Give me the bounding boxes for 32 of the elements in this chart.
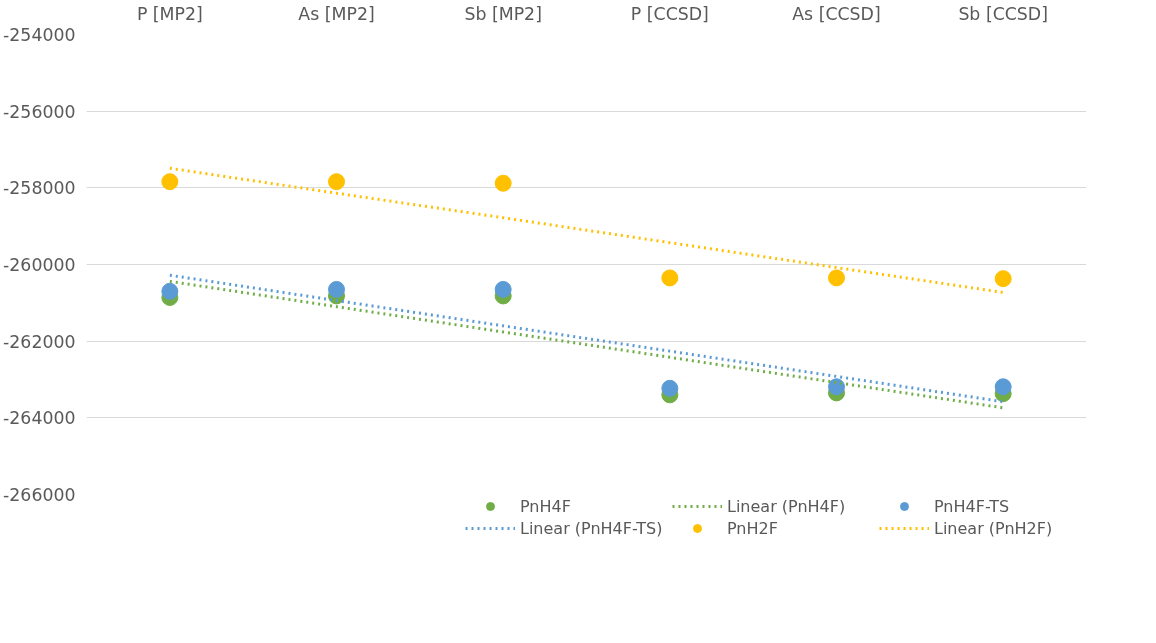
x-tick-label: As [MP2] [298, 3, 375, 24]
x-tick-label: Sb [MP2] [464, 3, 542, 24]
y-tick-label: -256000 [3, 101, 76, 122]
point [828, 378, 845, 396]
line-series [168, 166, 1005, 294]
point [161, 282, 179, 300]
point [161, 173, 179, 191]
x-tick-label: Sb [CCSD] [958, 3, 1048, 24]
y-tick-label: -258000 [3, 178, 76, 199]
point [661, 269, 679, 287]
legend-label: PnH2F [727, 518, 779, 538]
point [994, 270, 1012, 288]
point [328, 280, 345, 298]
legend-label: PnH4F [520, 496, 572, 516]
legend-label: Linear (PnH4F) [727, 496, 847, 516]
legend-label: Linear (PnH4F-TS) [520, 518, 664, 538]
point [828, 269, 845, 287]
point [328, 173, 345, 191]
legend-label: Linear (PnH2F) [934, 518, 1054, 538]
y-tick-label: -262000 [3, 331, 76, 352]
y-tick-label: -266000 [3, 485, 76, 505]
x-tick-label: P [MP2] [136, 3, 203, 24]
point [494, 280, 512, 298]
point [494, 174, 512, 192]
y-tick-label: -254000 [3, 25, 76, 45]
legend-label: PnH4F-TS [934, 496, 1011, 516]
y-tick-label: -264000 [3, 408, 76, 429]
y-tick-label: -260000 [3, 255, 76, 275]
point [994, 378, 1012, 396]
point [661, 379, 679, 397]
x-tick-label: As [CCSD] [792, 3, 881, 24]
x-tick-label: P [CCSD] [630, 3, 709, 24]
